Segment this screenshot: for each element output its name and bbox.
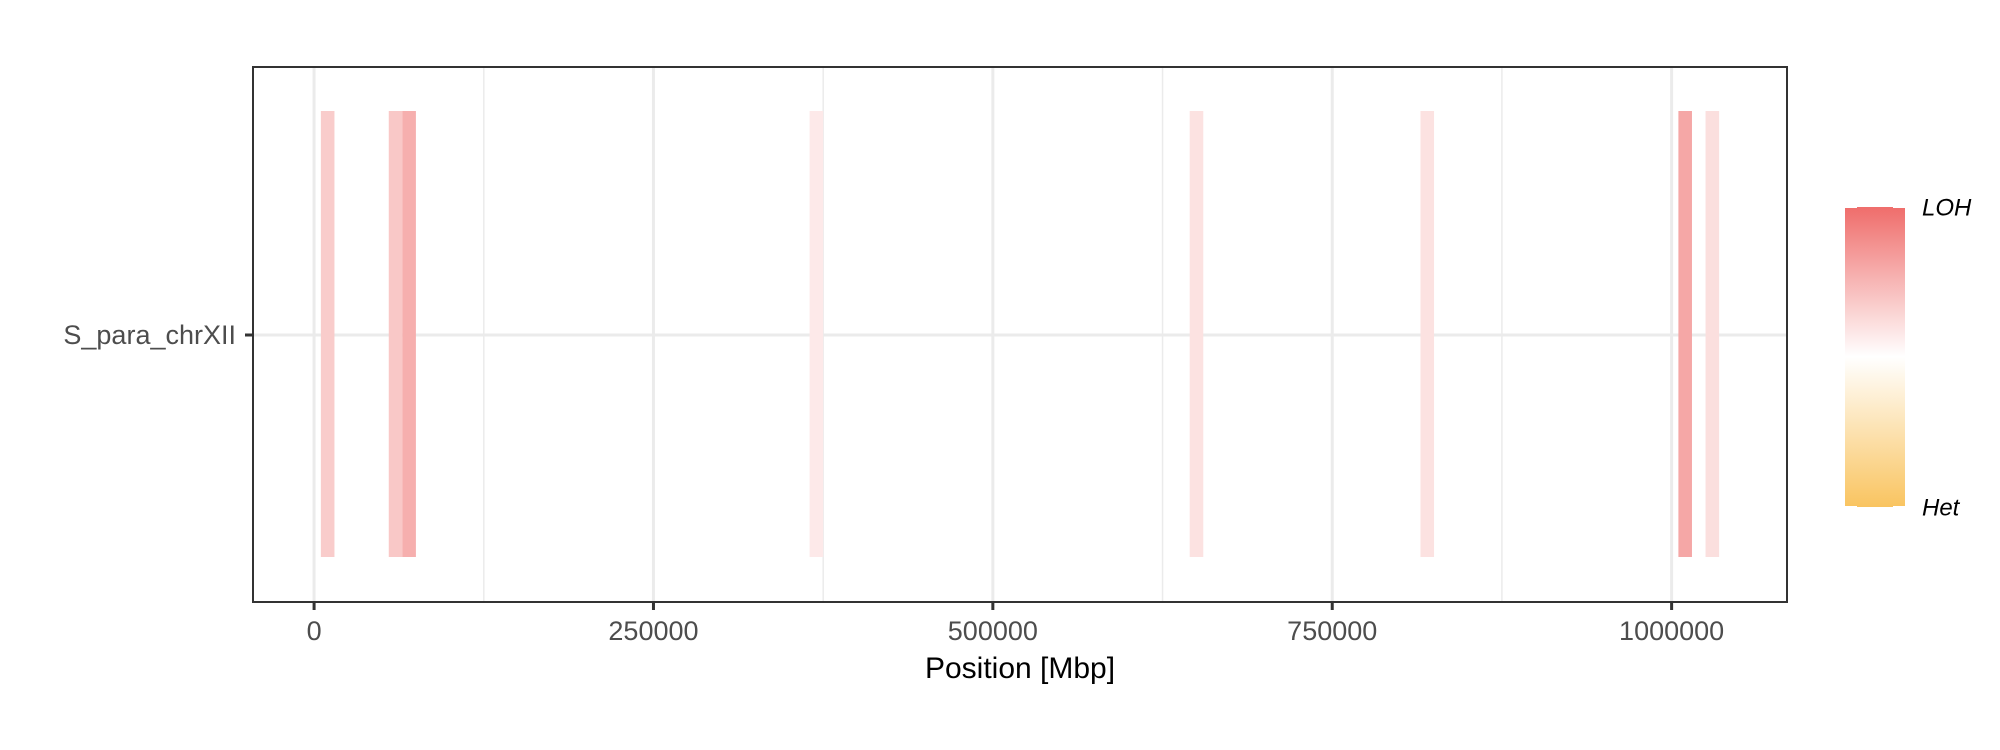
x-tick-label: 250000: [608, 616, 698, 646]
x-tick-label: 0: [307, 616, 322, 646]
loh-segment: [402, 111, 416, 557]
loh-segment: [388, 111, 403, 557]
loh-segment: [1678, 111, 1692, 557]
x-axis: 0 250000 500000 750000 1000000: [307, 602, 1724, 646]
loh-segments: [320, 111, 1720, 557]
y-tick-label-chromosome: S_para_chrXII: [63, 320, 236, 350]
loh-segment: [1420, 111, 1435, 557]
legend-label-het: Het: [1922, 495, 1961, 522]
loh-segment: [1705, 111, 1720, 557]
x-tick-label: 750000: [1287, 616, 1377, 646]
x-tick-label: 1000000: [1619, 616, 1724, 646]
color-legend: LOH Het: [1845, 195, 1972, 522]
loh-segment: [809, 111, 824, 557]
x-axis-title: Position [Mbp]: [925, 652, 1115, 685]
loh-segment: [320, 111, 335, 557]
x-tick-label: 500000: [948, 616, 1038, 646]
loh-segment: [1189, 111, 1204, 557]
legend-label-loh: LOH: [1922, 195, 1972, 222]
y-axis: S_para_chrXII: [63, 320, 253, 350]
legend-colorbar: [1845, 207, 1905, 507]
